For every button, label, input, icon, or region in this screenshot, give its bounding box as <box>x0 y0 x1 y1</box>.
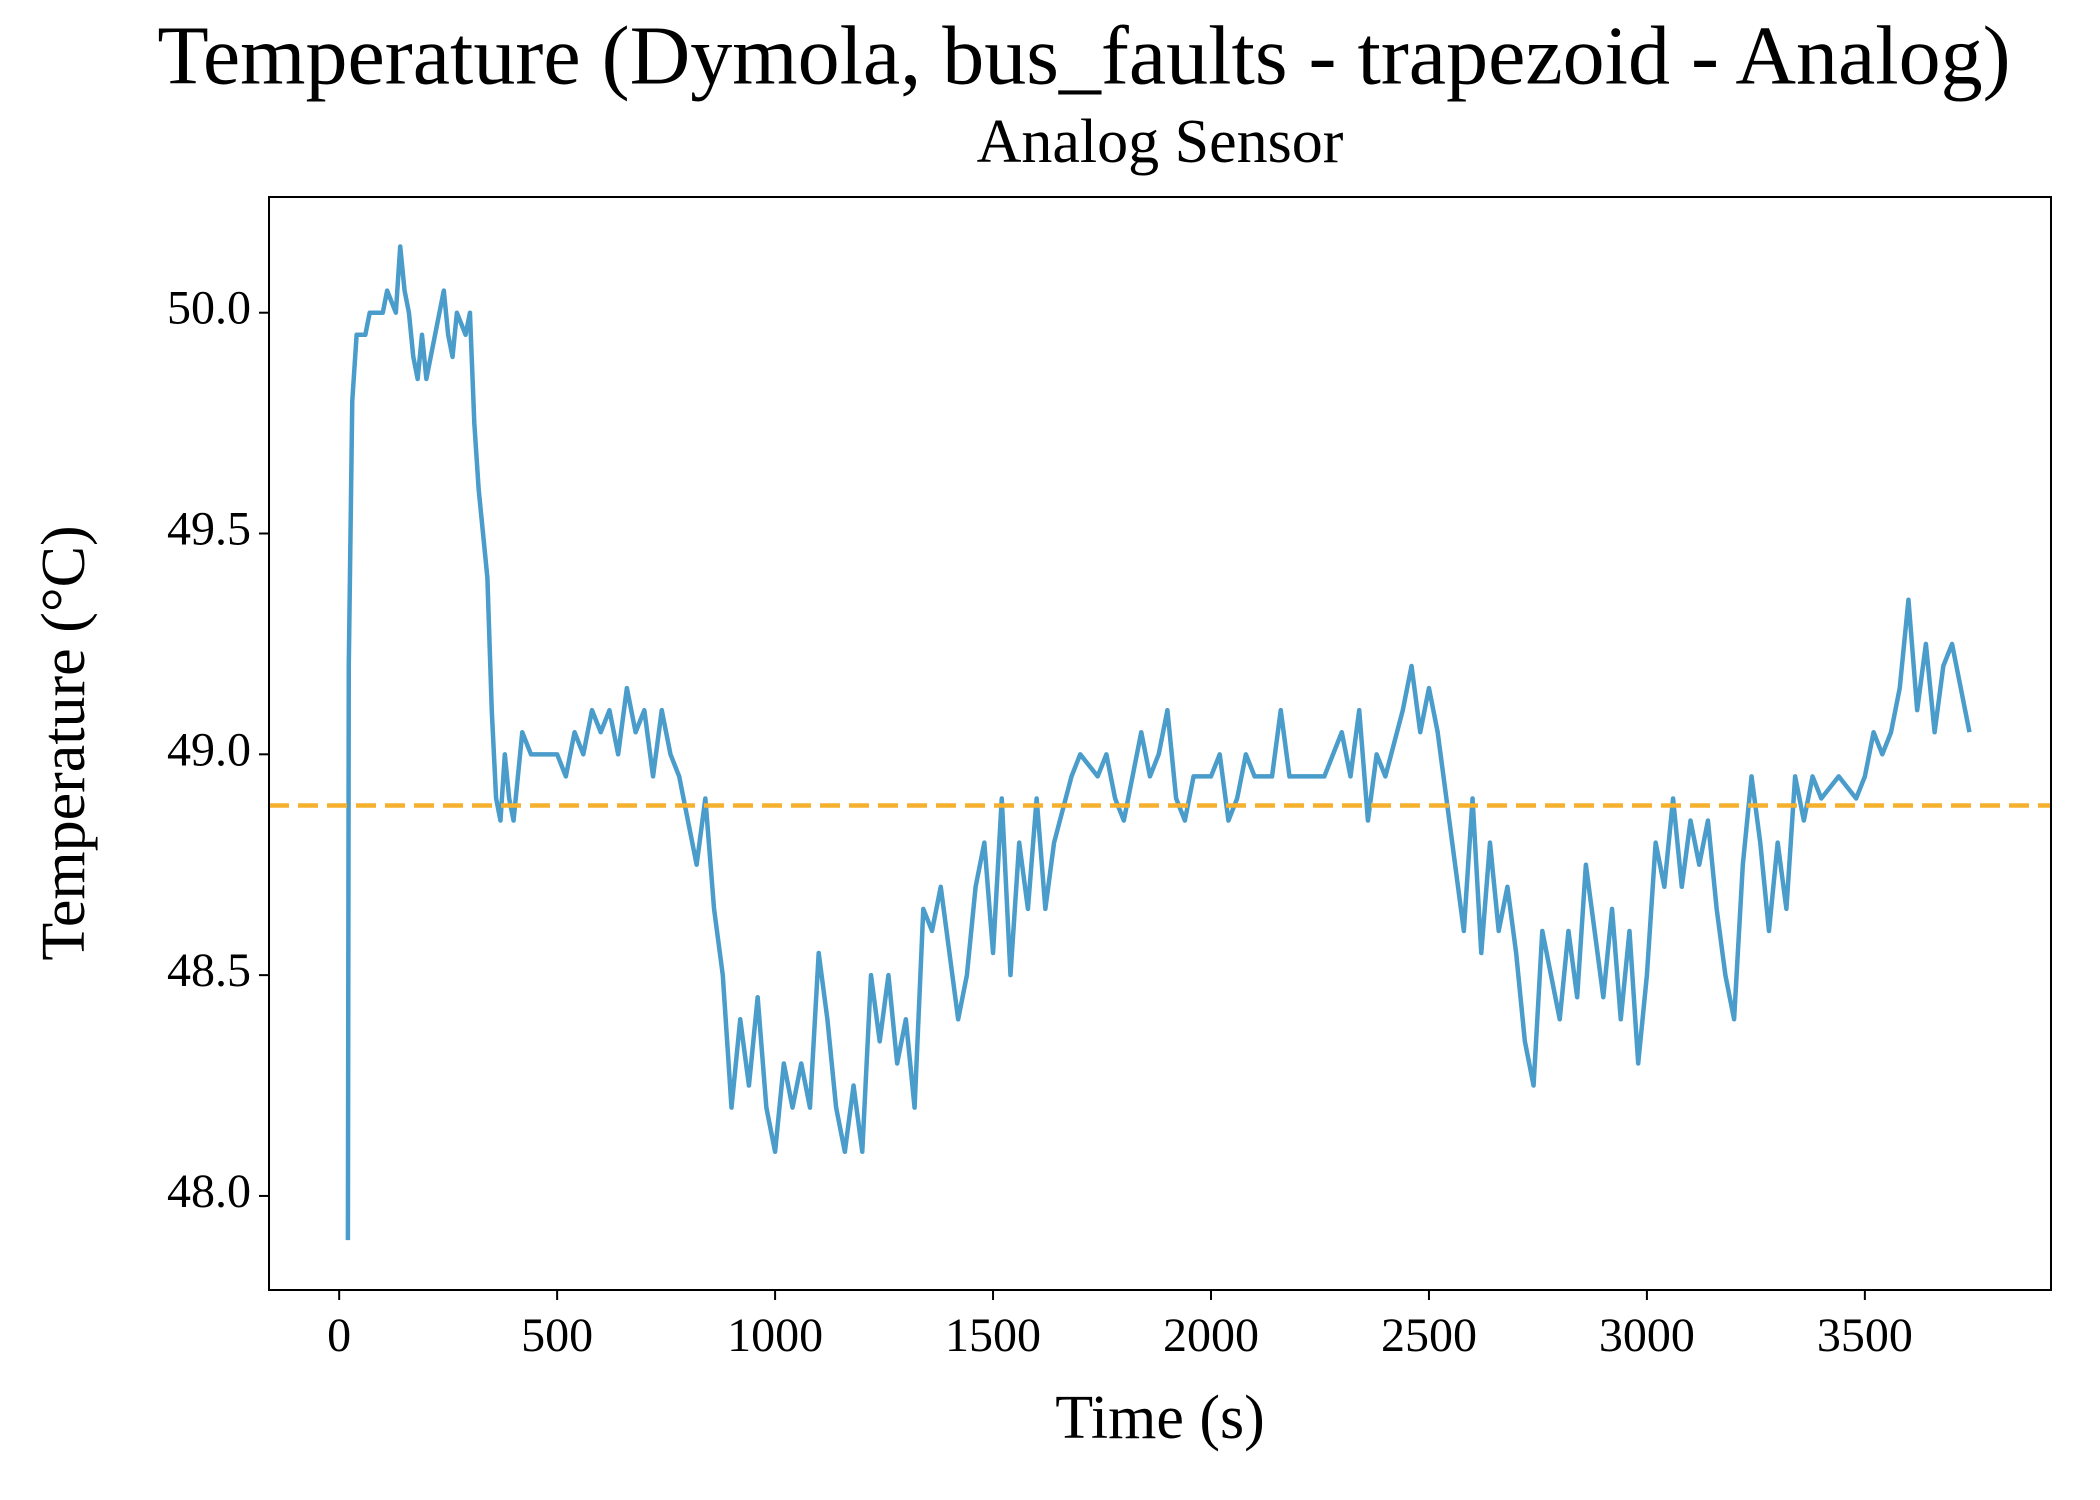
y-tick-label: 48.0 <box>167 1165 251 1218</box>
y-tick-label: 49.5 <box>167 503 251 556</box>
x-tick-label: 3000 <box>1599 1309 1695 1362</box>
x-tick-label: 0 <box>327 1309 351 1362</box>
y-tick-label: 48.5 <box>167 944 251 997</box>
plot-frame <box>268 196 2052 1291</box>
x-tick-label: 1500 <box>945 1309 1041 1362</box>
chart-title: Temperature (Dymola, bus_faults - trapez… <box>157 9 2010 102</box>
y-tick-label: 49.0 <box>167 723 251 776</box>
y-axis-label: Temperature (°C) <box>30 525 98 960</box>
chart-subtitle: Analog Sensor <box>977 108 1344 176</box>
x-axis-label: Time (s) <box>1055 1384 1265 1452</box>
x-tick-label: 500 <box>521 1309 593 1362</box>
x-tick-label: 2000 <box>1163 1309 1259 1362</box>
y-tick-label: 50.0 <box>167 282 251 335</box>
x-tick-label: 3500 <box>1817 1309 1913 1362</box>
data-line <box>345 244 1972 1241</box>
x-tick-label: 2500 <box>1381 1309 1477 1362</box>
x-tick-label: 1000 <box>727 1309 823 1362</box>
